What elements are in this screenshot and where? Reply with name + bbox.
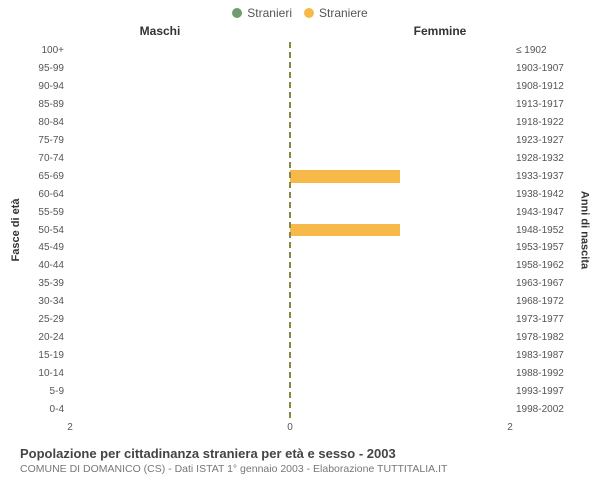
age-tick: 70-74 <box>38 153 64 164</box>
year-tick: 1958-1962 <box>516 260 564 271</box>
age-tick: 65-69 <box>38 171 64 182</box>
footer: Popolazione per cittadinanza straniera p… <box>20 440 580 475</box>
age-tick: 35-39 <box>38 278 64 289</box>
chart-container: Stranieri Straniere Maschi Femmine Fasce… <box>0 0 600 500</box>
year-tick: 1933-1937 <box>516 171 564 182</box>
age-tick: 45-49 <box>38 242 64 253</box>
year-tick: 1943-1947 <box>516 207 564 218</box>
age-tick: 85-89 <box>38 99 64 110</box>
legend-item-male: Stranieri <box>232 6 292 20</box>
year-tick: 1988-1992 <box>516 368 564 379</box>
age-tick: 55-59 <box>38 207 64 218</box>
side-title-female: Femmine <box>414 24 467 38</box>
legend-swatch-male <box>232 8 242 18</box>
age-tick: 15-19 <box>38 350 64 361</box>
age-tick: 95-99 <box>38 63 64 74</box>
bar-female <box>290 224 400 237</box>
age-tick: 20-24 <box>38 332 64 343</box>
chart-subtitle: COMUNE DI DOMANICO (CS) - Dati ISTAT 1° … <box>20 463 580 475</box>
legend-label-female: Straniere <box>319 6 368 20</box>
legend-item-female: Straniere <box>304 6 368 20</box>
age-tick: 50-54 <box>38 225 64 236</box>
chart-region: Maschi Femmine Fasce di età Anni di nasc… <box>20 20 580 440</box>
side-title-male: Maschi <box>140 24 181 38</box>
legend-swatch-female <box>304 8 314 18</box>
x-tick: 2 <box>67 422 73 433</box>
year-tick: 1993-1997 <box>516 386 564 397</box>
year-tick: 1913-1917 <box>516 99 564 110</box>
year-tick: 1948-1952 <box>516 225 564 236</box>
y-axis-label-right: Anni di nascita <box>578 191 590 269</box>
year-tick: 1968-1972 <box>516 296 564 307</box>
age-tick: 10-14 <box>38 368 64 379</box>
age-tick: 25-29 <box>38 314 64 325</box>
year-tick: 1938-1942 <box>516 189 564 200</box>
age-tick: 90-94 <box>38 81 64 92</box>
year-tick: 1953-1957 <box>516 242 564 253</box>
year-tick: 1978-1982 <box>516 332 564 343</box>
age-tick: 80-84 <box>38 117 64 128</box>
x-tick: 2 <box>507 422 513 433</box>
age-tick: 0-4 <box>50 404 64 415</box>
legend-label-male: Stranieri <box>247 6 292 20</box>
age-tick: 30-34 <box>38 296 64 307</box>
age-tick: 100+ <box>41 45 64 56</box>
year-tick: 1998-2002 <box>516 404 564 415</box>
year-tick: 1908-1912 <box>516 81 564 92</box>
age-tick: 5-9 <box>50 386 64 397</box>
year-tick: 1963-1967 <box>516 278 564 289</box>
legend: Stranieri Straniere <box>0 0 600 20</box>
y-axis-label-left: Fasce di età <box>10 199 22 262</box>
bar-female <box>290 170 400 183</box>
year-tick: 1928-1932 <box>516 153 564 164</box>
age-tick: 60-64 <box>38 189 64 200</box>
year-tick: 1983-1987 <box>516 350 564 361</box>
x-axis: 2 0 2 <box>70 422 510 436</box>
year-tick: 1973-1977 <box>516 314 564 325</box>
x-tick: 0 <box>287 422 293 433</box>
year-tick: 1923-1927 <box>516 135 564 146</box>
plot-area: 100+≤ 190295-991903-190790-941908-191285… <box>70 42 510 418</box>
year-tick: 1918-1922 <box>516 117 564 128</box>
year-tick: ≤ 1902 <box>516 45 547 56</box>
age-tick: 40-44 <box>38 260 64 271</box>
center-axis-line <box>289 42 291 418</box>
chart-title: Popolazione per cittadinanza straniera p… <box>20 446 580 461</box>
age-tick: 75-79 <box>38 135 64 146</box>
year-tick: 1903-1907 <box>516 63 564 74</box>
